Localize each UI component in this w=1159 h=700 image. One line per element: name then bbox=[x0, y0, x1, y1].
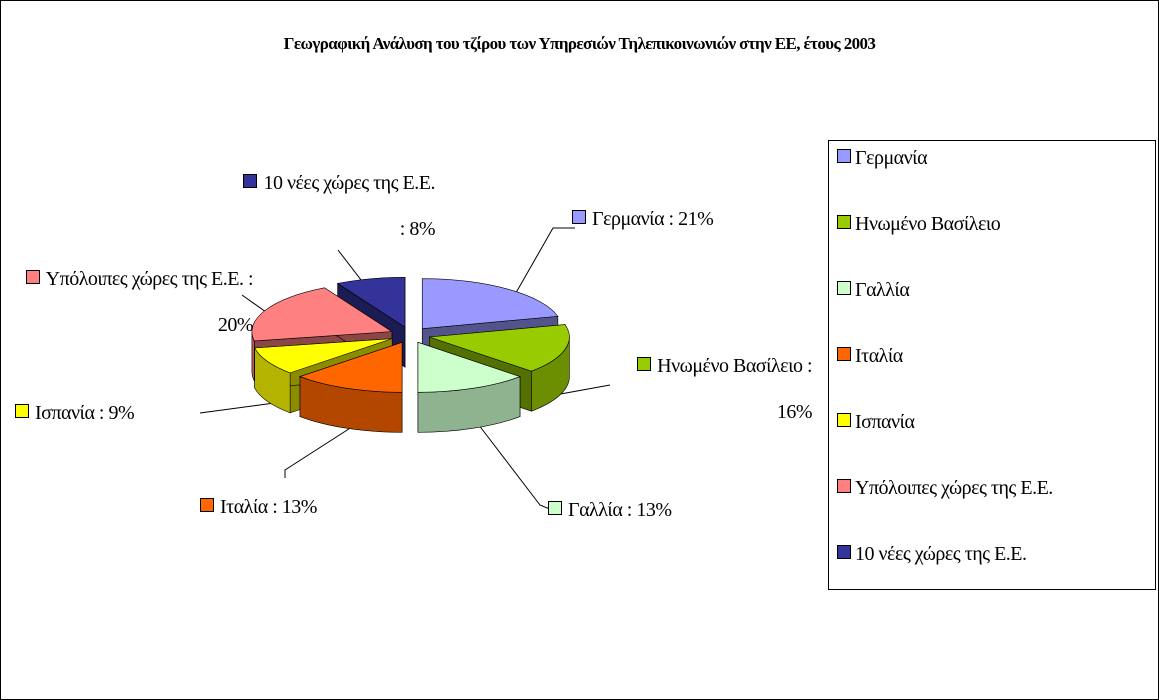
data-label-text: Ηνωμένο Βασίλειο : 16% bbox=[657, 355, 812, 423]
legend-swatch bbox=[837, 347, 851, 361]
slice bbox=[429, 324, 570, 372]
label-swatch bbox=[548, 501, 562, 515]
pie bbox=[251, 276, 570, 433]
slice bbox=[421, 278, 559, 330]
legend-label: 10 νέες χώρες της Ε.Ε. bbox=[855, 543, 1027, 565]
chart-title: Γεωγραφική Ανάλυση του τζίρου των Υπηρεσ… bbox=[283, 34, 876, 53]
slice bbox=[336, 276, 406, 328]
legend-label: Υπόλοιπες χώρες της Ε.Ε. bbox=[855, 477, 1053, 499]
label-swatch bbox=[200, 498, 214, 512]
data-label-text: 10 νέες χώρες της Ε.Ε. : 8% bbox=[263, 172, 435, 240]
data-label: 10 νέες χώρες της Ε.Ε. : 8% bbox=[240, 160, 435, 252]
legend-entry: Ισπανία bbox=[837, 411, 915, 434]
legend-entry: Γερμανία bbox=[837, 147, 928, 170]
legend-entry: Γαλλία bbox=[837, 279, 910, 302]
data-label: Γερμανία : 21% bbox=[572, 196, 812, 242]
slice bbox=[251, 287, 393, 342]
legend-swatch bbox=[837, 479, 851, 493]
legend-entry: Ιταλία bbox=[837, 345, 903, 368]
legend-swatch bbox=[837, 413, 851, 427]
slice bbox=[254, 338, 393, 374]
legend-swatch bbox=[837, 149, 851, 163]
legend-label: Γαλλία bbox=[855, 279, 910, 301]
leader-lines bbox=[199, 227, 611, 511]
legend: Γερμανία Ηνωμένο Βασίλειο Γαλλία Ιταλία Ισπα… bbox=[828, 140, 1156, 590]
legend-label: Ιταλία bbox=[855, 345, 903, 367]
label-swatch bbox=[572, 210, 586, 224]
data-label-text: Γερμανία : 21% bbox=[592, 208, 714, 230]
data-label: Ηνωμένο Βασίλειο : 16% bbox=[600, 343, 812, 435]
legend-entry: Υπόλοιπες χώρες της Ε.Ε. bbox=[837, 477, 1053, 500]
data-label-text: Γαλλία : 13% bbox=[568, 499, 672, 521]
data-label: Υπόλοιπες χώρες της Ε.Ε. : 20% bbox=[8, 256, 254, 348]
legend-swatch bbox=[837, 215, 851, 229]
data-label-text: Ιταλία : 13% bbox=[220, 496, 317, 518]
label-swatch bbox=[243, 174, 258, 188]
legend-entry: Ηνωμένο Βασίλειο bbox=[837, 213, 1001, 236]
data-label-text: Ισπανία : 9% bbox=[35, 402, 135, 424]
label-swatch bbox=[15, 404, 29, 418]
legend-entry: 10 νέες χώρες της Ε.Ε. bbox=[837, 543, 1027, 566]
legend-label: Ισπανία bbox=[855, 411, 915, 433]
data-label: Ισπανία : 9% bbox=[15, 390, 215, 436]
data-label: Γαλλία : 13% bbox=[548, 487, 748, 533]
data-label-text: Υπόλοιπες χώρες της Ε.Ε. : 20% bbox=[45, 268, 254, 336]
label-swatch bbox=[25, 270, 40, 284]
legend-swatch bbox=[837, 545, 851, 559]
slice bbox=[299, 341, 403, 393]
legend-label: Γερμανία bbox=[855, 147, 928, 169]
slice bbox=[417, 341, 521, 393]
data-label: Ιταλία : 13% bbox=[200, 484, 400, 530]
legend-label: Ηνωμένο Βασίλειο bbox=[855, 213, 1001, 235]
label-swatch bbox=[637, 357, 652, 371]
legend-swatch bbox=[837, 281, 851, 295]
